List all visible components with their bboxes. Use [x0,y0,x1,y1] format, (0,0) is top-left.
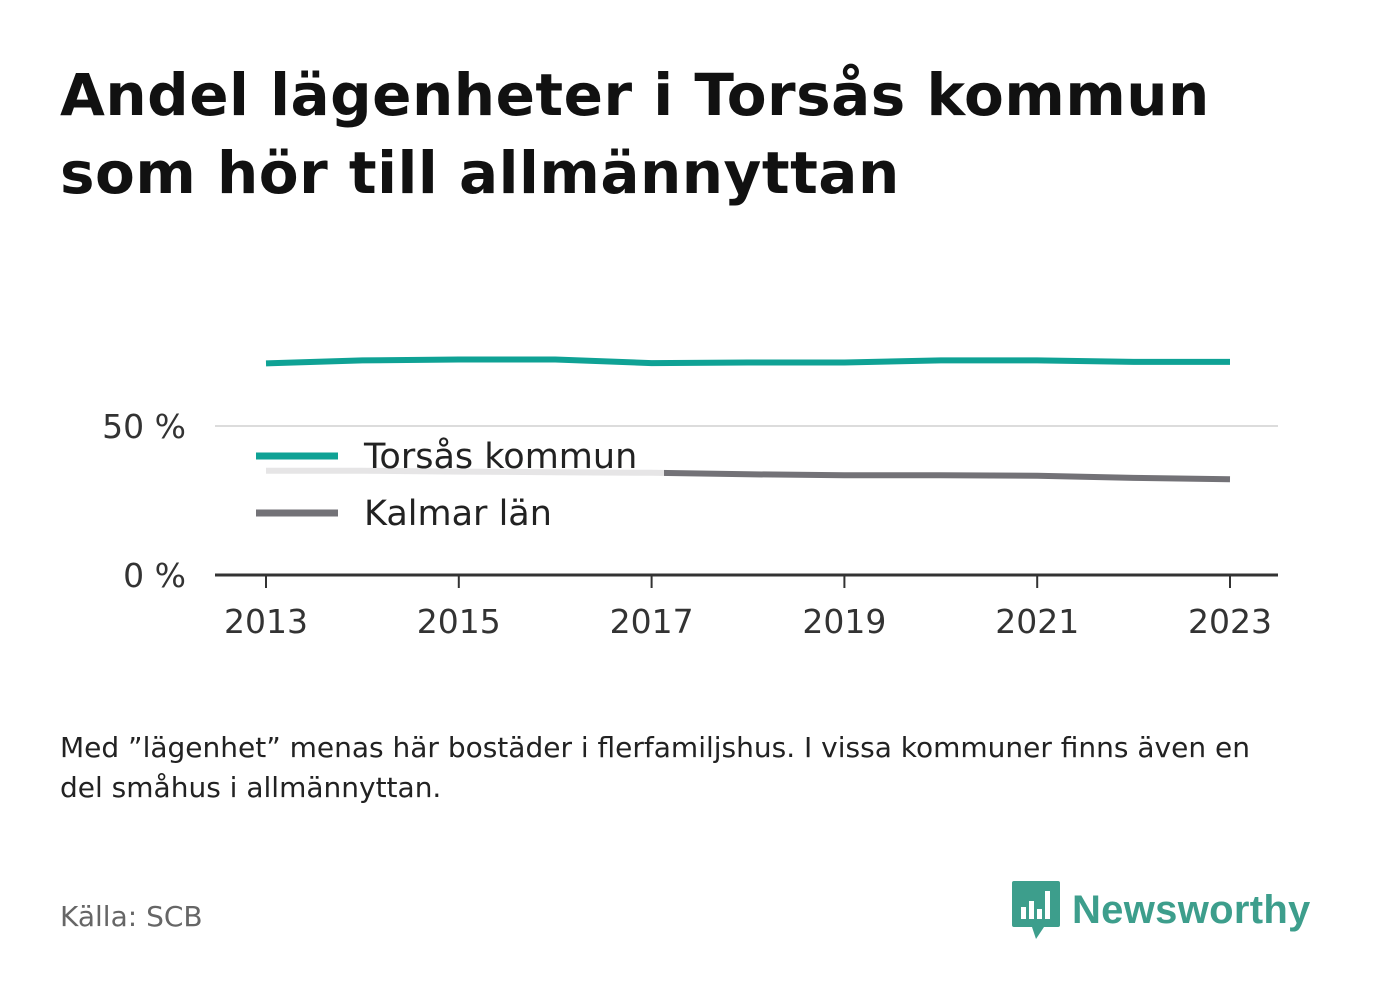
bar-chart-speech-bubble-icon [1012,881,1060,939]
legend-label: Torsås kommun [363,436,637,477]
brand-name: Newsworthy [1072,887,1311,932]
brand-logo: Newsworthy [1010,878,1311,942]
x-tick-label: 2015 [417,602,501,641]
axes [215,573,1278,588]
x-tick-label: 2021 [995,602,1079,641]
source-label: Källa: SCB [60,900,203,933]
x-tick-label: 2013 [224,602,308,641]
y-tick-labels: 0 % 50 % [102,407,186,595]
x-tick-labels: 2013 2015 2017 2019 2021 2023 [224,602,1272,641]
x-tick-label: 2019 [802,602,886,641]
x-tick-label: 2023 [1188,602,1272,641]
x-tick-label: 2017 [610,602,694,641]
legend: Torsås kommun Kalmar län [244,432,664,542]
legend-label: Kalmar län [364,494,552,534]
series-line-torsas [265,356,1230,367]
y-tick-label: 50 % [102,407,186,446]
chart-title: Andel lägenheter i Torsås kommun som hör… [60,61,1210,207]
chart-note: Med ”lägenhet” menas här bostäder i fler… [60,731,1250,804]
y-tick-label: 0 % [123,556,186,595]
legend-background [244,432,664,542]
